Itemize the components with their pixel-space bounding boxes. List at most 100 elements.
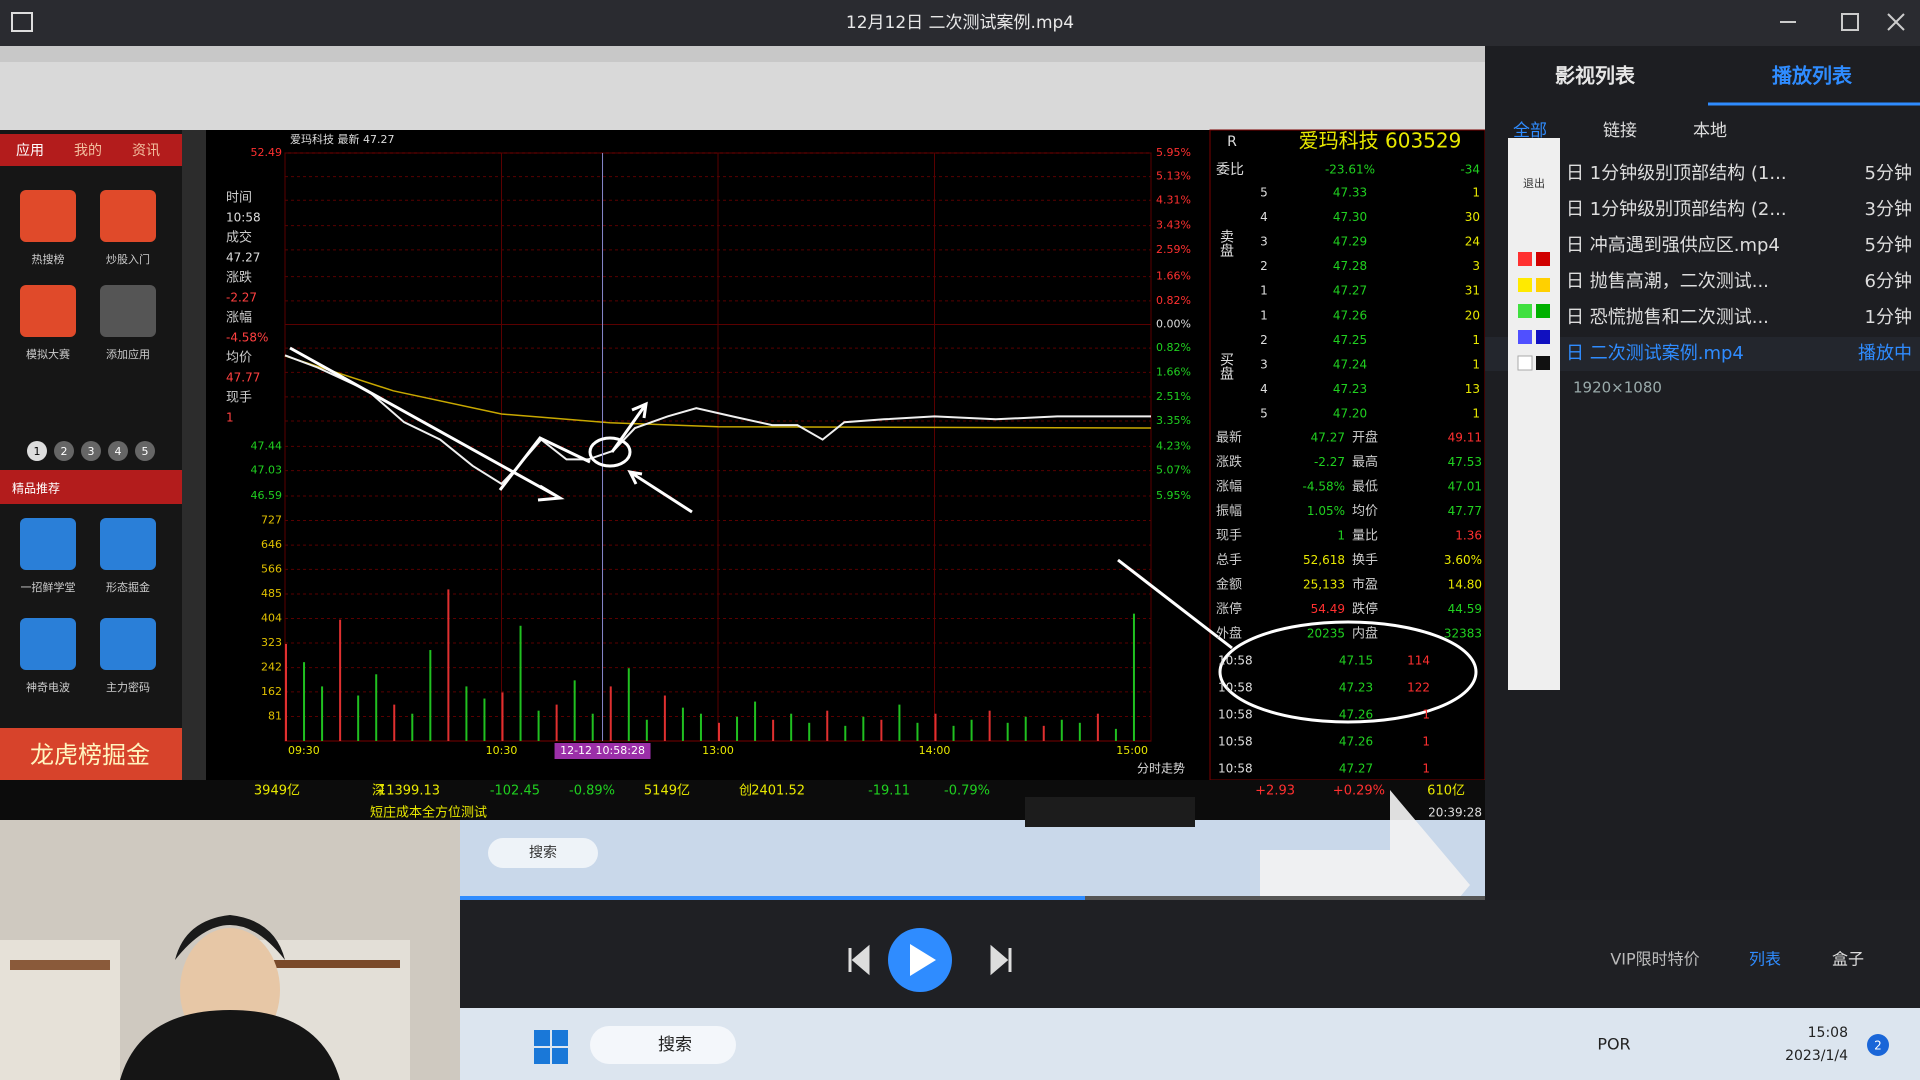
volume-bar <box>555 704 558 741</box>
info-value: 47.77 <box>226 371 260 385</box>
ob-level: 2 <box>1260 259 1268 273</box>
volume-bar <box>645 719 648 741</box>
stat-value: 49.11 <box>1448 431 1482 445</box>
pct-tick-label: 5.95% <box>1156 489 1191 502</box>
notification-badge: 2 <box>1874 1039 1882 1053</box>
volume-bar <box>627 668 630 741</box>
stat-value: 44.59 <box>1448 602 1482 616</box>
toolbox-exit[interactable]: 退出 <box>1523 176 1545 190</box>
playlist-item[interactable]: 日 1分钟级别顶部结构 (1... <box>1566 163 1787 184</box>
vip-button[interactable]: VIP限时特价 <box>1610 950 1699 969</box>
ob-ratio-label: 委比 <box>1216 162 1244 178</box>
ob-volume: 1 <box>1472 407 1480 421</box>
pct-tick-label: 0.00% <box>1156 318 1191 331</box>
featured-icon[interactable] <box>20 618 76 670</box>
volume-bar <box>1006 722 1009 741</box>
clock: 20:39:28 <box>1428 806 1482 820</box>
window-controls[interactable] <box>1780 13 1905 31</box>
list-button[interactable]: 列表 <box>1749 950 1781 969</box>
info-label: 现手 <box>226 391 252 406</box>
playlist-item[interactable]: 日 二次测试案例.mp4 <box>1566 343 1744 364</box>
stat-label: 跌停 <box>1352 601 1378 617</box>
ob-price: 47.20 <box>1333 407 1367 421</box>
stat-label: 涨幅 <box>1216 480 1242 495</box>
inner-search-text: 搜索 <box>529 844 557 861</box>
app-icon[interactable] <box>20 190 76 242</box>
playlist-duration: 5分钟 <box>1865 235 1912 256</box>
taskbar-search[interactable] <box>590 1026 736 1064</box>
playlist-item[interactable]: 日 冲高遇到强供应区.mp4 <box>1566 235 1780 256</box>
index-item: -102.45 <box>490 784 540 799</box>
stat-value: 14.80 <box>1448 578 1482 592</box>
playlist-tab[interactable]: 影视列表 <box>1555 64 1636 88</box>
ob-price: 47.29 <box>1333 235 1367 249</box>
ob-side: 买盘 <box>1218 352 1234 380</box>
stat-label: 换手 <box>1352 553 1378 568</box>
volume-bar <box>357 695 360 741</box>
volume-bar <box>609 686 612 741</box>
tick-price: 47.26 <box>1339 708 1373 722</box>
index-item: -0.89% <box>569 784 615 799</box>
tick-price: 47.23 <box>1339 681 1373 695</box>
skip-buttons[interactable] <box>848 944 1012 976</box>
volume-bar <box>429 650 432 741</box>
info-value: 1 <box>226 411 234 425</box>
tick-volume: 114 <box>1407 654 1430 668</box>
ob-price: 47.26 <box>1333 309 1367 323</box>
pager-num: 1 <box>34 445 41 458</box>
index-item: +0.29% <box>1333 784 1385 799</box>
pager-dot <box>135 441 155 461</box>
ob-level: 1 <box>1260 284 1268 298</box>
featured-icon[interactable] <box>100 618 156 670</box>
pct-tick-label: 0.82% <box>1156 341 1191 354</box>
stat-label: 最高 <box>1352 454 1378 470</box>
pct-tick-label: 4.31% <box>1156 193 1191 206</box>
info-label: 成交 <box>226 230 252 246</box>
app-name: 热搜榜 <box>32 252 65 266</box>
app-icon[interactable] <box>100 285 156 337</box>
volume-bar <box>501 692 504 741</box>
index-item: 创 <box>739 784 752 799</box>
ob-marker: R <box>1227 134 1237 150</box>
volume-bar <box>1132 613 1135 741</box>
playlist-subtab[interactable]: 全部 <box>1513 121 1547 141</box>
app-tab: 资讯 <box>132 143 160 159</box>
playlist-tab[interactable]: 播放列表 <box>1772 64 1853 88</box>
ob-price: 47.24 <box>1333 358 1367 372</box>
start-button[interactable] <box>534 1030 568 1064</box>
tick-time: 10:58 <box>1218 762 1253 776</box>
playlist-item[interactable]: 日 1分钟级别顶部结构 (2... <box>1566 199 1787 220</box>
ob-level: 4 <box>1260 382 1268 396</box>
volume-tick-label: 404 <box>261 612 282 625</box>
tick-price: 47.15 <box>1339 654 1373 668</box>
x-tick-label: 13:00 <box>702 744 734 757</box>
featured-icon[interactable] <box>20 518 76 570</box>
menu-icon[interactable] <box>11 12 33 32</box>
taskbar-time: 15:08 <box>1808 1025 1848 1041</box>
cursor-time: 12-12 10:58:28 <box>560 744 645 757</box>
ob-volume: 30 <box>1465 210 1480 224</box>
price-tick-label: 47.03 <box>251 463 283 476</box>
pager-num: 2 <box>61 445 68 458</box>
stat-value: 47.27 <box>1311 431 1345 445</box>
stat-value: 1.36 <box>1455 529 1482 543</box>
box-button[interactable]: 盒子 <box>1832 950 1864 969</box>
app-icon[interactable] <box>20 285 76 337</box>
playlist-item[interactable]: 日 抛售高潮，二次测试... <box>1566 271 1769 292</box>
ob-level: 5 <box>1260 186 1268 200</box>
index-bar <box>0 780 1485 820</box>
stat-value: 47.53 <box>1448 455 1482 469</box>
playlist-subtab[interactable]: 本地 <box>1693 121 1727 141</box>
playlist-subtab[interactable]: 链接 <box>1603 121 1637 141</box>
pager-dot <box>27 441 47 461</box>
app-icon[interactable] <box>100 190 156 242</box>
stat-value: -2.27 <box>1314 455 1345 469</box>
playlist-item[interactable]: 日 恐慌抛售和二次测试... <box>1566 307 1769 328</box>
app-tab: 应用 <box>16 142 44 159</box>
info-value: -2.27 <box>226 291 257 305</box>
featured-icon[interactable] <box>100 518 156 570</box>
tick-volume: 1 <box>1422 762 1430 776</box>
order-book <box>1209 129 1486 781</box>
